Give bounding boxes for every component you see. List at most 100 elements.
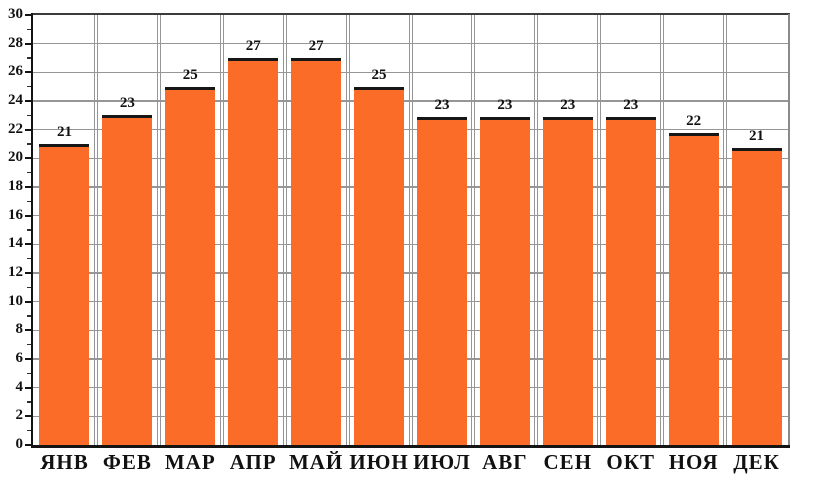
y-minor-tick	[27, 171, 31, 174]
h-gridline	[33, 300, 788, 303]
bar	[605, 117, 656, 445]
h-gridline	[33, 157, 788, 160]
bar-value-label: 25	[182, 66, 198, 83]
y-minor-tick	[27, 229, 31, 231]
y-minor-tick	[27, 372, 31, 375]
bar-value-label: 23	[497, 97, 513, 114]
bar	[39, 144, 90, 445]
x-axis-label: МАР	[164, 450, 216, 474]
x-axis-line	[31, 445, 790, 448]
x-axis-label: МАЙ	[288, 450, 344, 474]
y-major-tick	[25, 42, 31, 45]
bar-value-label: 23	[560, 97, 576, 114]
y-axis-label: 30	[8, 6, 23, 22]
y-axis-label: 16	[8, 206, 23, 223]
bar-value-label: 27	[245, 38, 261, 54]
bar	[542, 117, 593, 445]
v-gridline	[534, 15, 539, 445]
y-major-tick	[25, 214, 31, 217]
y-minor-tick	[27, 200, 31, 203]
y-major-tick	[25, 415, 31, 418]
bar-value-label: 27	[308, 38, 324, 54]
h-gridline	[33, 186, 788, 188]
x-axis-label: ОКТ	[606, 450, 655, 474]
h-gridline	[33, 71, 788, 74]
bar	[354, 87, 405, 445]
bar	[165, 86, 216, 445]
v-gridline	[219, 15, 224, 445]
y-minor-tick	[27, 57, 31, 59]
y-major-tick	[25, 128, 31, 131]
y-axis-label: 18	[8, 178, 23, 194]
y-major-tick	[25, 329, 31, 332]
y-major-tick	[25, 157, 31, 160]
y-minor-tick	[27, 114, 31, 117]
h-gridline	[33, 243, 788, 246]
x-axis-label: ИЮЛ	[413, 450, 471, 474]
y-axis-label: 22	[8, 120, 23, 137]
v-gridline	[93, 15, 98, 445]
y-axis-label: 2	[15, 407, 24, 424]
bar-value-label: 22	[686, 113, 702, 130]
bar	[228, 58, 279, 445]
y-major-tick	[25, 14, 31, 16]
y-axis-label: 26	[8, 63, 23, 80]
y-axis-label: 28	[8, 34, 23, 51]
bar	[479, 117, 530, 445]
y-axis-label: 20	[8, 149, 23, 166]
y-major-tick	[25, 300, 31, 303]
v-gridline	[471, 15, 476, 445]
bar-value-label: 25	[371, 67, 387, 84]
y-major-tick	[25, 71, 31, 74]
h-gridline	[33, 329, 788, 332]
h-gridline	[33, 415, 788, 418]
y-minor-tick	[27, 143, 31, 145]
bar	[731, 147, 782, 445]
y-axis-line	[31, 13, 33, 448]
y-minor-tick	[27, 85, 31, 88]
v-gridline	[408, 15, 413, 445]
v-gridline	[345, 15, 350, 445]
x-axis-label: АПР	[229, 450, 277, 474]
y-minor-tick	[27, 429, 31, 432]
h-gridline	[33, 386, 788, 389]
h-gridline	[33, 214, 788, 217]
y-major-tick	[25, 386, 31, 389]
x-axis-label: ИЮН	[349, 450, 409, 474]
y-minor-tick	[27, 315, 31, 317]
v-gridline	[282, 15, 287, 445]
x-axis-label: АВГ	[482, 450, 528, 474]
v-gridline	[660, 15, 665, 445]
x-axis-label: СЕН	[543, 450, 593, 474]
y-major-tick	[25, 272, 31, 274]
y-axis-label: 4	[15, 378, 24, 395]
v-gridline	[156, 15, 161, 445]
y-axis-label: 6	[15, 350, 24, 366]
y-minor-tick	[27, 401, 31, 403]
y-axis-label: 10	[8, 292, 23, 309]
y-axis-label: 8	[15, 321, 24, 338]
y-major-tick	[25, 186, 31, 188]
y-major-tick	[25, 444, 31, 446]
h-gridline	[33, 272, 788, 274]
x-axis-label: ФЕВ	[102, 450, 152, 474]
y-major-tick	[25, 100, 31, 102]
y-axis-label: 14	[8, 235, 23, 252]
h-gridline	[33, 128, 788, 131]
x-axis-label: ЯНВ	[40, 450, 89, 474]
bar-value-label: 23	[434, 97, 450, 114]
bar	[668, 133, 719, 445]
bar	[102, 115, 153, 445]
x-axis-label: ДЕК	[733, 450, 780, 474]
y-minor-tick	[27, 28, 31, 31]
y-minor-tick	[27, 257, 31, 260]
bar-value-label: 23	[119, 95, 135, 112]
h-gridline	[33, 100, 788, 102]
x-axis-label: НОЯ	[668, 450, 719, 474]
bar-value-label: 21	[56, 124, 72, 140]
y-axis-label: 24	[8, 92, 23, 108]
bar	[416, 117, 467, 445]
v-gridline	[723, 15, 728, 445]
plot-top-border	[31, 13, 790, 15]
y-minor-tick	[27, 286, 31, 289]
